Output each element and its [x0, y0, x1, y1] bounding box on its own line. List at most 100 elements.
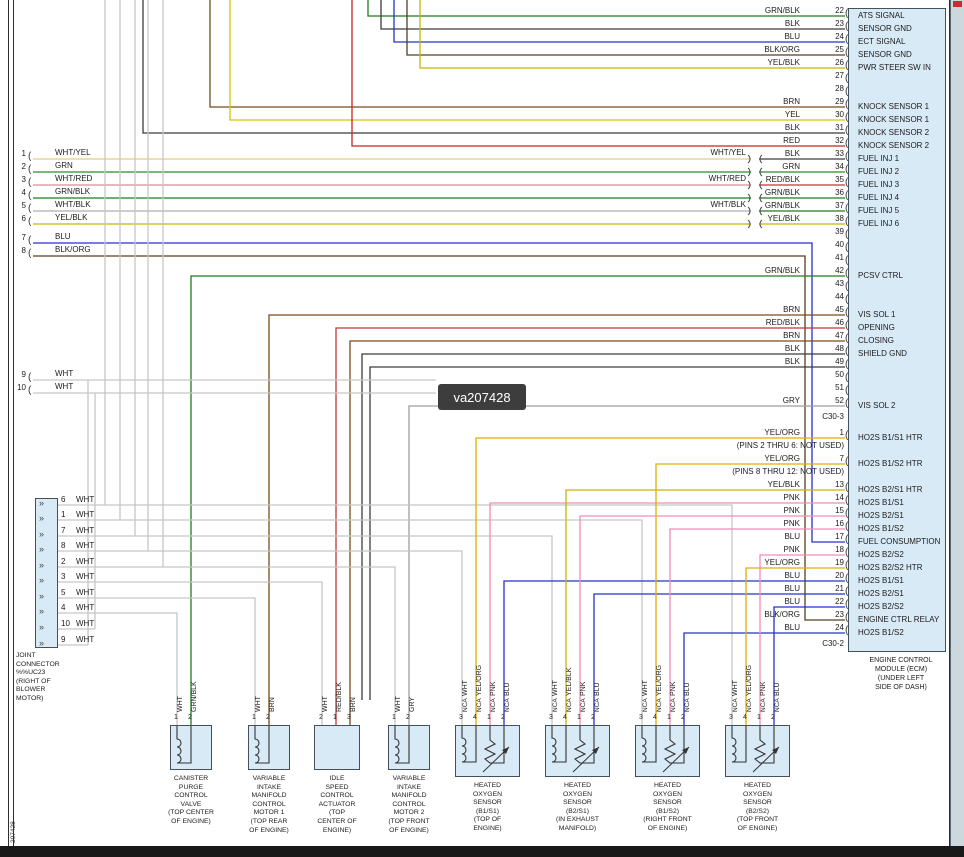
joint-cavity-symbol-icon: » — [39, 560, 45, 570]
wire-wht — [58, 504, 733, 725]
ecm-signal-label: ECT SIGNAL — [858, 37, 906, 46]
joint-wire-color-label: WHT — [76, 588, 95, 597]
ecm-pin-number: 14 — [835, 493, 844, 502]
page-border-line-inner — [13, 0, 14, 846]
component-wire-color-label: BLU — [504, 682, 511, 696]
ecm-wire-color-label: RED — [783, 136, 800, 145]
wire-wht — [58, 519, 643, 725]
ecm-cavity-bracket-icon: ( — [845, 242, 849, 253]
ecm-wire-color-label: BLU — [784, 32, 800, 41]
ecm-signal-label: HO2S B2/S2 — [858, 550, 904, 559]
joint-wire-color-label: WHT — [76, 603, 95, 612]
component-pin-tag: NCA — [760, 698, 767, 712]
component-label-line: OXYGEN — [652, 790, 683, 798]
ecm-cavity-bracket-icon: ( — [845, 534, 849, 545]
component-label-line: CONTROL — [174, 792, 208, 800]
component-wire-color-label: PNK — [490, 681, 497, 696]
ecm-signal-label: ATS SIGNAL — [858, 11, 905, 20]
variable-arrow-tip — [772, 747, 779, 754]
component-pin-number: 3 — [549, 714, 553, 721]
wire-wht — [58, 535, 553, 725]
ecm-pin-number: 37 — [835, 201, 844, 210]
inline-wire-color-label: WHT/BLK — [710, 200, 746, 209]
component-pin-number: 1 — [757, 714, 761, 721]
joint-cavity-symbol-icon: » — [39, 591, 45, 601]
ecm-wire-color-label: BLU — [784, 532, 800, 541]
component-pin-number: 3 — [347, 714, 351, 721]
left-cavity-bracket-icon: ( — [28, 385, 32, 396]
coil-symbol — [254, 726, 270, 764]
component-wire-color-label: BLU — [774, 682, 781, 696]
ecm-pin-number: 18 — [835, 545, 844, 554]
component-pin-number: 1 — [252, 714, 256, 721]
joint-pin-number: 3 — [61, 572, 66, 581]
ecm-wire-color-label: BLU — [784, 571, 800, 580]
component-label-line: HEATED — [653, 782, 682, 789]
ecm-pin-number: 24 — [835, 32, 844, 41]
ecm-cavity-bracket-icon: ( — [845, 346, 849, 357]
ecm-signal-label: HO2S B1/S2 — [858, 628, 904, 637]
ecm-pin-number: 1 — [839, 428, 844, 437]
wire-red — [351, 0, 845, 147]
coil-winding — [176, 726, 192, 764]
ecm-signal-label: FUEL INJ 2 — [858, 167, 900, 176]
canister-purge-control-valve-box — [170, 725, 212, 770]
component-wire-color-label: GRN/BLK — [191, 681, 198, 712]
component-label-line: ENGINE) — [322, 826, 352, 834]
ecm-pin-number: 31 — [835, 123, 844, 132]
joint-wire-color-label: WHT — [76, 495, 95, 504]
ecm-signal-label: FUEL CONSUMPTION — [858, 537, 941, 546]
ecm-pin-number: 15 — [835, 506, 844, 515]
component-wire-color-label: YEL/ORG — [476, 664, 483, 696]
component-wire-color-label: PNK — [580, 681, 587, 696]
ecm-cavity-bracket-icon: ( — [845, 307, 849, 318]
ecm-pin-number: 36 — [835, 188, 844, 197]
scrollbar-track[interactable] — [950, 0, 964, 846]
ecm-pin-number: 51 — [835, 383, 844, 392]
joint-cavity-symbol-icon: » — [39, 513, 45, 523]
component-label-line: OF ENGINE) — [389, 826, 429, 834]
component-wire-color-label: YEL/ORG — [656, 664, 663, 696]
component-label-line: IDLE — [329, 775, 345, 782]
ecm-cavity-bracket-icon: ( — [845, 112, 849, 123]
sensor-element — [483, 726, 505, 764]
inline-connector-symbol — [759, 219, 763, 229]
ecm-signal-label: CLOSING — [858, 336, 895, 345]
ecm-wire-color-label: GRN — [782, 162, 800, 171]
page-border-line-outer — [8, 0, 9, 846]
component-pin-number: 1 — [174, 714, 178, 721]
ecm-cavity-bracket-icon: ( — [845, 73, 849, 84]
wire-brn — [349, 340, 845, 725]
ecm-pin-number: 29 — [835, 97, 844, 106]
component-label-line: SENSOR — [563, 799, 592, 807]
ecm-wire-color-label: BLU — [784, 623, 800, 632]
ecm-signal-label: PCSV CTRL — [858, 271, 903, 280]
component-label-line: CONTROL — [252, 800, 286, 808]
component-pin-number: 4 — [473, 714, 477, 721]
ecm-signal-label: HO2S B2/S2 — [858, 602, 904, 611]
wire-grn-blk — [367, 0, 845, 17]
ecm-signal-label: FUEL INJ 5 — [858, 206, 900, 215]
heated-oxygen-sensor-b2s2-box — [725, 725, 790, 777]
component-label-line: PURGE — [178, 783, 204, 791]
heated-oxygen-sensor-b1s1-box — [455, 725, 520, 777]
ecm-pin-number: 23 — [835, 19, 844, 28]
ecm-cavity-bracket-icon: ( — [845, 359, 849, 370]
ecm-signal-label: HO2S B2/S2 HTR — [858, 563, 923, 572]
ecm-wire-color-label: PNK — [783, 506, 800, 515]
component-label-line: (IN EXHAUST — [555, 816, 600, 824]
component-label-line: CONTROL — [320, 792, 354, 800]
left-pin-number: 4 — [21, 188, 26, 197]
ecm-signal-label: HO2S B1/S1 — [858, 498, 904, 507]
component-label-line: MOTOR 1 — [253, 809, 285, 817]
component-label-line: MANIFOLD — [391, 792, 427, 800]
ecm-wire-color-label: RED/BLK — [765, 175, 800, 184]
ecm-signal-label: HO2S B1/S2 — [858, 524, 904, 533]
ecm-cavity-bracket-icon: ( — [845, 47, 849, 58]
wire-blk-org — [406, 0, 845, 56]
left-wire-color-label: WHT — [55, 369, 74, 378]
component-label-line: CANISTER — [173, 775, 209, 782]
component-pin-tag: NCA — [670, 698, 677, 712]
wire-pnk — [489, 502, 845, 725]
ecm-wire-color-label: BRN — [783, 97, 800, 106]
